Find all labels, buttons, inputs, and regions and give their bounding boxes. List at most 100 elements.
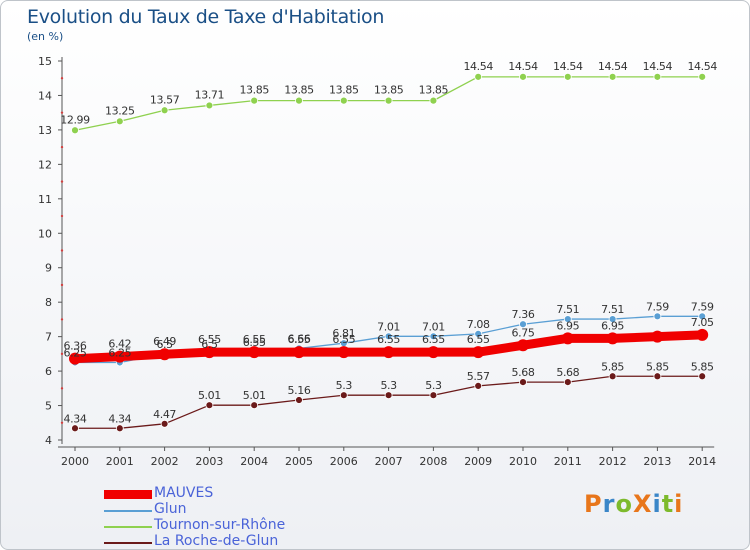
data-point xyxy=(606,332,619,345)
data-point xyxy=(608,372,617,381)
data-label: 7.08 xyxy=(467,318,490,331)
legend-label: La Roche-de-Glun xyxy=(154,533,279,549)
data-point xyxy=(382,346,395,359)
data-label: 6.25 xyxy=(108,346,131,359)
y-minor-tick xyxy=(60,145,64,149)
logo-letter: X xyxy=(632,490,653,518)
data-label: 6.42 xyxy=(108,338,131,351)
data-point xyxy=(203,346,216,359)
data-point xyxy=(71,424,79,433)
data-label: 5.85 xyxy=(601,360,624,373)
data-point xyxy=(519,320,527,329)
data-label: 14.54 xyxy=(553,60,583,73)
data-label: 5.3 xyxy=(380,379,397,392)
data-point xyxy=(293,346,305,359)
x-tick-label: 2002 xyxy=(151,455,179,468)
data-label: 5.16 xyxy=(288,384,311,397)
data-point xyxy=(384,96,393,105)
data-label: 5.3 xyxy=(336,379,353,392)
data-label: 5.57 xyxy=(467,370,490,383)
data-point xyxy=(474,72,483,81)
data-point xyxy=(561,332,574,345)
data-point xyxy=(158,348,171,361)
data-point xyxy=(474,382,483,390)
data-label: 6.55 xyxy=(467,333,490,346)
x-tick-label: 2013 xyxy=(643,455,671,468)
data-label: 13.25 xyxy=(105,104,135,117)
data-point xyxy=(472,346,485,359)
data-label: 6.25 xyxy=(64,346,87,359)
data-point xyxy=(517,339,529,352)
data-label: 7.36 xyxy=(512,308,535,321)
data-point xyxy=(429,332,438,341)
y-minor-tick xyxy=(60,249,64,252)
data-point xyxy=(384,332,393,341)
data-label: 7.59 xyxy=(646,300,669,313)
data-point xyxy=(295,396,303,404)
data-label: 14.54 xyxy=(598,60,628,73)
data-point xyxy=(653,372,662,381)
data-label: 6.55 xyxy=(243,336,266,349)
data-point xyxy=(205,401,214,410)
data-label: 7.01 xyxy=(422,320,445,333)
y-minor-tick xyxy=(60,214,64,218)
x-tick-label: 2009 xyxy=(464,455,492,468)
data-point xyxy=(339,96,348,105)
data-label: 5.01 xyxy=(243,389,266,402)
x-tick-label: 2004 xyxy=(240,455,268,468)
data-label: 7.05 xyxy=(691,316,714,329)
y-tick-label: 11 xyxy=(38,193,52,206)
data-point xyxy=(248,346,261,359)
data-label: 6.55 xyxy=(198,333,221,346)
data-label: 5.01 xyxy=(198,389,221,402)
data-label: 7.01 xyxy=(377,320,400,333)
data-label: 6.55 xyxy=(288,333,311,346)
data-label: 13.85 xyxy=(284,84,314,97)
x-tick-label: 2010 xyxy=(509,455,537,468)
logo-letter: P xyxy=(584,490,603,518)
data-label: 6.55 xyxy=(243,333,266,346)
y-tick-label: 7 xyxy=(45,331,52,344)
data-point xyxy=(474,329,483,338)
x-tick-label: 2000 xyxy=(61,455,89,468)
x-tick-label: 2005 xyxy=(285,455,313,468)
y-minor-tick xyxy=(60,387,64,390)
data-label: 5.68 xyxy=(512,366,535,379)
proxiti-logo: ProXiti xyxy=(584,490,683,518)
data-label: 6.5 xyxy=(156,338,173,351)
data-label: 14.54 xyxy=(508,60,538,73)
data-point xyxy=(698,372,707,381)
data-label: 6.95 xyxy=(601,319,624,332)
y-tick-label: 12 xyxy=(38,158,52,171)
logo-letter: o xyxy=(615,490,633,518)
data-label: 14.54 xyxy=(643,60,673,73)
data-label: 14.54 xyxy=(687,60,717,73)
x-tick-label: 2001 xyxy=(106,455,134,468)
y-minor-tick xyxy=(60,352,64,356)
data-label: 5.68 xyxy=(556,366,579,379)
y-minor-tick xyxy=(60,180,64,183)
logo-letter: r xyxy=(602,490,616,518)
legend-swatch xyxy=(104,542,152,544)
data-point xyxy=(608,72,617,81)
data-point xyxy=(698,72,707,81)
data-point xyxy=(563,378,572,387)
legend-swatch xyxy=(104,490,152,499)
y-tick-label: 6 xyxy=(45,365,52,378)
data-point xyxy=(250,401,259,410)
y-tick-label: 4 xyxy=(45,434,52,447)
data-label: 14.54 xyxy=(463,60,493,73)
data-label: 4.34 xyxy=(64,412,87,425)
data-label: 13.85 xyxy=(329,84,359,97)
data-point xyxy=(698,312,707,321)
data-point xyxy=(384,391,393,400)
data-label: 6.95 xyxy=(556,319,579,332)
x-tick-label: 2012 xyxy=(599,455,627,468)
data-label: 13.85 xyxy=(239,84,269,97)
data-label: 7.51 xyxy=(601,303,624,316)
data-point xyxy=(429,391,438,400)
data-point xyxy=(115,117,124,126)
data-label: 6.5 xyxy=(201,338,218,351)
data-label: 6.55 xyxy=(332,333,355,346)
data-point xyxy=(160,106,169,115)
